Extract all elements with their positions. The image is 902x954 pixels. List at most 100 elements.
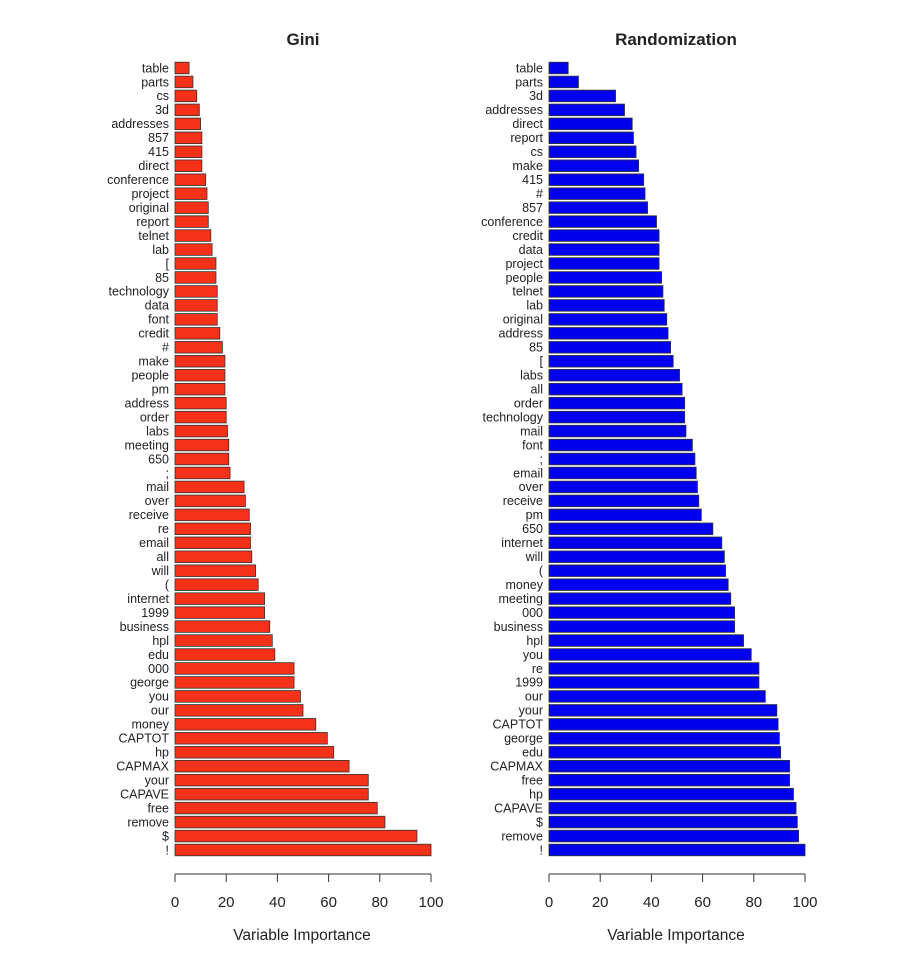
randomization-bar-label: [ [540, 355, 544, 369]
gini-bar [174, 145, 203, 158]
gini-bar-label: address [125, 396, 169, 410]
randomization-bar [548, 396, 686, 410]
randomization-bar-label: 85 [529, 341, 543, 355]
gini-bar [174, 313, 218, 326]
gini-bar [174, 690, 301, 703]
randomization-bar [548, 690, 766, 703]
gini-bar-label: george [130, 676, 169, 690]
randomization-bar-label: people [505, 271, 543, 285]
gini-bar-label: direct [138, 159, 169, 173]
randomization-bar-label: $ [536, 815, 543, 829]
gini-bar-label: table [142, 61, 169, 75]
randomization-bar [548, 536, 723, 549]
randomization-bar [548, 732, 780, 745]
randomization-bar-label: font [522, 438, 543, 452]
randomization-bar [548, 243, 660, 256]
randomization-bar [548, 438, 693, 452]
gini-bar-label: all [156, 550, 169, 564]
gini-bar-label: $ [162, 829, 169, 843]
gini-bar-label: 000 [148, 662, 169, 676]
randomization-bar-label: 415 [522, 173, 543, 187]
gini-bar [174, 341, 223, 354]
randomization-bar-label: addresses [485, 103, 543, 117]
randomization-bar [548, 355, 674, 368]
randomization-bar [548, 648, 752, 661]
gini-bar-label: CAPAVE [120, 787, 169, 801]
gini-bar [174, 606, 265, 619]
randomization-bar [548, 843, 806, 857]
gini-bar [174, 634, 273, 647]
randomization-bar-label: business [494, 620, 543, 634]
randomization-bar [548, 145, 637, 158]
randomization-bar [548, 620, 736, 633]
randomization-bar [548, 341, 671, 354]
randomization-bar-label: ! [540, 843, 543, 857]
randomization-bar [548, 271, 663, 284]
gini-bar-label: business [120, 620, 169, 634]
gini-bar [174, 704, 304, 717]
gini-bar-label: people [131, 369, 169, 383]
gini-bar-label: email [139, 536, 169, 550]
randomization-bar-label: ; [540, 452, 543, 466]
gini-panel: Ginitablepartscs3daddresses857415directc… [107, 30, 443, 944]
randomization-x-tick-label: 80 [745, 894, 762, 911]
gini-bar-label: 857 [148, 131, 169, 145]
randomization-bar-label: mail [520, 424, 543, 438]
randomization-bar [548, 704, 778, 717]
gini-bar-label: font [148, 313, 169, 327]
gini-bar-label: addresses [111, 117, 169, 131]
gini-bar [174, 718, 317, 731]
gini-x-tick-label: 40 [269, 894, 286, 911]
randomization-bar [548, 662, 760, 675]
gini-bar-label: remove [127, 815, 169, 829]
gini-bar-label: our [151, 704, 169, 718]
gini-bar [174, 327, 221, 340]
gini-bar-label: over [145, 494, 169, 508]
randomization-bar [548, 382, 683, 396]
gini-bar [174, 676, 295, 689]
gini-bar [174, 159, 203, 172]
randomization-bar [548, 801, 797, 815]
gini-bar [174, 536, 251, 549]
gini-bar [174, 75, 194, 89]
gini-bar [174, 592, 265, 605]
randomization-bar [548, 299, 665, 312]
randomization-bar [548, 480, 698, 494]
randomization-bar [548, 75, 579, 89]
randomization-bar [548, 760, 791, 773]
randomization-bar-label: parts [515, 75, 543, 89]
gini-bar [174, 257, 217, 270]
randomization-bar [548, 103, 625, 117]
randomization-x-axis-title: Variable Importance [607, 927, 745, 944]
randomization-bar-label: 3d [529, 89, 543, 103]
randomization-bar-label: telnet [512, 285, 543, 299]
gini-bar [174, 578, 259, 591]
randomization-bar [548, 285, 664, 298]
gini-bar-label: original [129, 201, 169, 215]
randomization-x-tick-label: 100 [792, 894, 817, 911]
randomization-bar-label: report [510, 131, 543, 145]
gini-x-tick-label: 100 [418, 894, 443, 911]
gini-bar-label: lab [152, 243, 169, 257]
randomization-bar [548, 606, 736, 619]
randomization-bar [548, 424, 687, 438]
gini-bar-label: make [138, 355, 169, 369]
randomization-bar [548, 201, 648, 214]
gini-bar [174, 550, 253, 563]
randomization-bar [548, 829, 800, 843]
gini-bar [174, 760, 350, 773]
randomization-bar [548, 159, 639, 172]
gini-bar [174, 355, 226, 368]
randomization-bar-label: money [505, 578, 543, 592]
randomization-bar [548, 173, 645, 186]
gini-bar-label: internet [127, 592, 169, 606]
gini-bar-label: report [136, 215, 169, 229]
randomization-bar [548, 117, 633, 131]
gini-bar [174, 801, 378, 815]
gini-bar-label: receive [129, 508, 169, 522]
randomization-bar-label: cs [531, 145, 544, 159]
randomization-panel: Randomization tableparts3daddressesdirect… [481, 30, 817, 944]
randomization-x-tick-label: 0 [545, 894, 553, 911]
randomization-bar-label: free [521, 773, 543, 787]
randomization-bar-label: you [523, 648, 543, 662]
